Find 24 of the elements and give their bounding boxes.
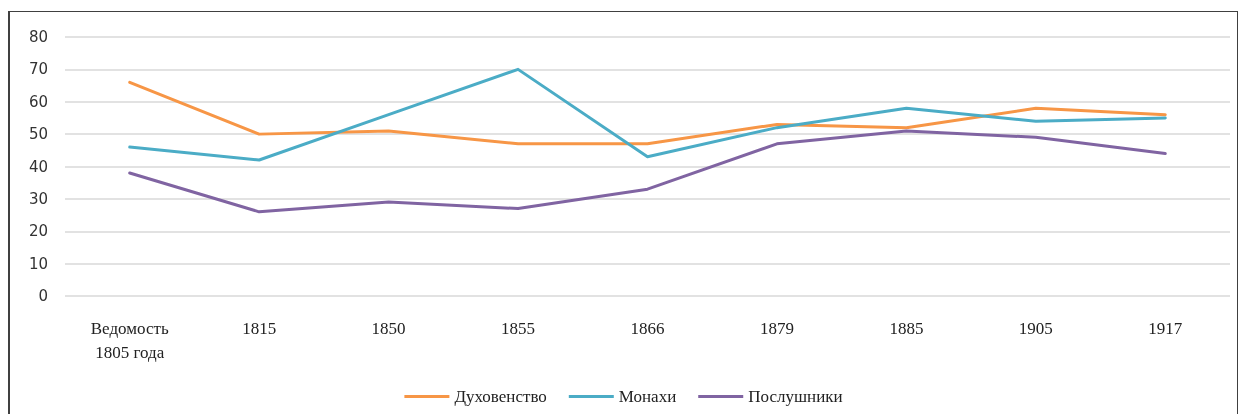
y-tick-label: 80 [28, 28, 48, 46]
x-tick-label: 1866 [630, 318, 665, 338]
y-tick-label: 30 [28, 189, 48, 208]
x-tick-label: 1885 [889, 318, 924, 338]
y-tick-label: 60 [28, 92, 48, 111]
legend-label: Духовенство [454, 387, 547, 406]
y-tick-label: 50 [28, 125, 48, 144]
x-tick-label: 1905 [1018, 318, 1053, 338]
x-tick-label: 1855 [501, 318, 536, 338]
y-tick-label: 10 [28, 254, 48, 273]
x-tick-label: 1879 [759, 318, 794, 338]
x-tick-label: Ведомость 1805 года [90, 318, 169, 362]
y-tick-label: 20 [28, 222, 48, 241]
y-tick-label: 0 [38, 287, 48, 305]
x-tick-label: 1917 [1148, 318, 1183, 338]
line-series [128, 67, 1167, 162]
legend-label: Монахи [618, 387, 677, 406]
line-series [128, 80, 1167, 146]
x-tick-label: 1850 [371, 318, 406, 338]
legend-label: Послушники [748, 387, 843, 406]
line-series [128, 129, 1167, 214]
y-tick-label: 70 [28, 60, 48, 79]
y-tick-label: 40 [28, 157, 48, 176]
x-tick-label: 1815 [242, 318, 277, 338]
